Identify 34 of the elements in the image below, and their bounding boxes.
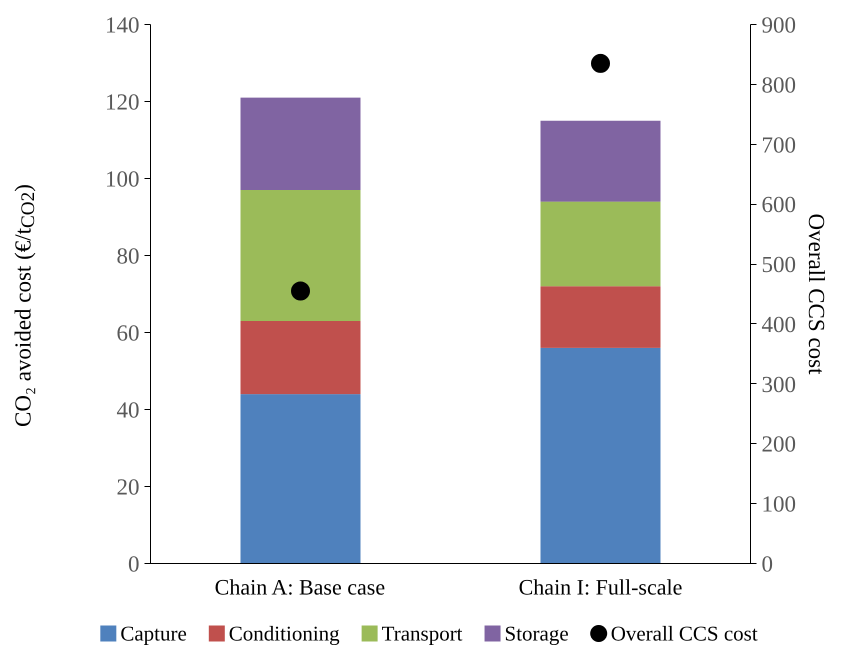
- y2-tick-label: 600: [762, 192, 796, 218]
- x-tick-label: Chain A: Base case: [214, 574, 386, 600]
- legend-label: Overall CCS cost: [610, 622, 758, 646]
- y-tick-label: 60: [116, 320, 140, 346]
- y-tick-label: 120: [105, 90, 140, 114]
- y2-tick-label: 700: [762, 132, 796, 158]
- y-tick-label: 0: [128, 552, 140, 576]
- y-tick-label: 20: [116, 474, 140, 500]
- y2-tick-label: 0: [762, 552, 773, 576]
- bar: [240, 394, 360, 564]
- y-tick-label: 40: [116, 398, 140, 422]
- y2-tick-label: 900: [762, 12, 796, 38]
- bar: [240, 190, 360, 321]
- y2-tick-label: 100: [762, 492, 796, 517]
- bar: [540, 120, 660, 202]
- legend-label: Storage: [504, 622, 569, 646]
- y-tick-label: 140: [105, 12, 140, 38]
- y2-tick-label: 500: [762, 252, 796, 278]
- x-tick-label: Chain I: Full-scale: [518, 574, 682, 600]
- bar: [540, 286, 660, 348]
- bar: [540, 202, 660, 286]
- y2-tick-label: 800: [762, 72, 796, 98]
- y2-tick-label: 300: [762, 372, 796, 397]
- y-tick-label: 100: [105, 166, 140, 192]
- y-tick-label: 80: [116, 244, 140, 268]
- bar: [240, 98, 360, 190]
- legend-label: Capture: [120, 622, 187, 646]
- bar: [240, 320, 360, 394]
- legend-label: Transport: [382, 622, 463, 646]
- y2-tick-label: 400: [762, 312, 796, 337]
- y2-tick-label: 200: [762, 432, 796, 457]
- bar: [540, 348, 660, 564]
- legend-label: Conditioning: [228, 622, 340, 646]
- y2-axis-title: Overall CCS cost: [804, 214, 829, 376]
